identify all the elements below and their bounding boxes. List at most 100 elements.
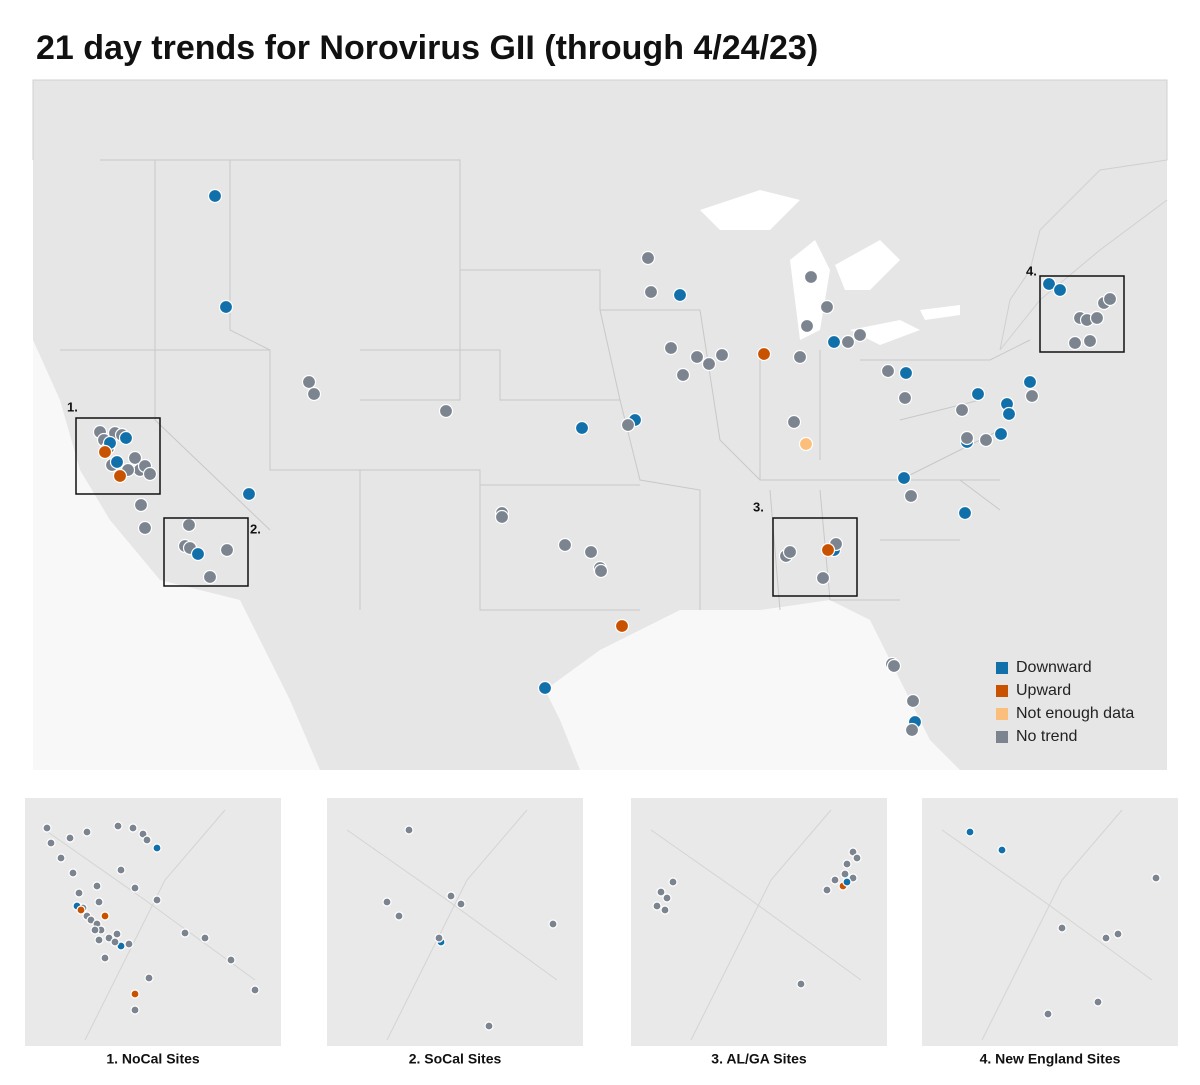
site-dot [181,517,197,533]
legend-swatch [996,662,1008,674]
site-dot [675,367,691,383]
site-dot [886,658,902,674]
site-dot [1067,335,1083,351]
site-dot [46,838,56,848]
site-dot [689,349,705,365]
site-dot [842,877,852,887]
main-map [32,79,1168,770]
site-dot [382,897,392,907]
site-dot [798,436,814,452]
site-dot [74,888,84,898]
site-dot [68,868,78,878]
site-dot [537,680,553,696]
inset-box [163,517,249,587]
site-dot [954,402,970,418]
site-dot [112,929,122,939]
site-dot [799,318,815,334]
site-dot [840,869,850,879]
site-dot [130,883,140,893]
site-dot [250,985,260,995]
site-dot [137,520,153,536]
site-dot [97,444,113,460]
inset-label: 2. SoCal Sites [409,1051,502,1067]
site-dot [574,420,590,436]
site-dot [840,334,856,350]
site-dot [830,875,840,885]
site-dot [127,450,143,466]
site-dot [880,363,896,379]
site-dot [113,821,123,831]
site-dot [92,881,102,891]
site-dot [124,939,134,949]
inset-box [1039,275,1125,353]
site-dot [152,843,162,853]
site-dot [548,919,558,929]
site-dot [76,905,86,915]
site-dot [965,827,975,837]
site-dot [796,979,806,989]
box-label: 4. [1026,263,1037,278]
site-dot [822,885,832,895]
site-dot [852,853,862,863]
site-dot [1043,1009,1053,1019]
site-dot [94,935,104,945]
site-dot [484,1021,494,1031]
inset-roads [650,809,862,1041]
site-dot [852,327,868,343]
site-dot [180,928,190,938]
site-dot [786,414,802,430]
site-dot [620,417,636,433]
site-dot [404,825,414,835]
site-dot [100,911,110,921]
site-dot [997,845,1007,855]
site-dot [782,544,798,560]
inset-map [631,798,887,1046]
site-dot [842,859,852,869]
inset-label: 3. AL/GA Sites [711,1051,807,1067]
site-dot [896,470,912,486]
site-dot [100,953,110,963]
pacific [33,340,320,770]
box-label: 1. [67,399,78,414]
site-dot [116,865,126,875]
site-dot [144,973,154,983]
site-dot [94,897,104,907]
site-dot [118,430,134,446]
site-dot [959,430,975,446]
inset-label: 1. NoCal Sites [106,1051,200,1067]
site-dot [456,899,466,909]
site-points [92,188,1118,738]
great-lakes [700,190,960,345]
site-dot [904,722,920,738]
site-dot [819,299,835,315]
site-dot [1113,929,1123,939]
state-lines [60,159,1031,611]
site-dot [218,299,234,315]
site-dot [241,486,257,502]
site-dot [820,542,836,558]
site-dot [1082,333,1098,349]
site-dot [897,390,913,406]
site-dot [815,570,831,586]
site-dot [130,989,140,999]
site-dot [65,833,75,843]
site-dot [110,937,120,947]
site-dot [557,537,573,553]
site-dot [438,403,454,419]
inset-roads [941,809,1153,1041]
site-dot [306,386,322,402]
site-dot [226,955,236,965]
site-dot [56,853,66,863]
legend: Downward Upward Not enough data No trend [996,659,1134,745]
legend-label: Not enough data [1016,705,1134,722]
site-dot [1102,291,1118,307]
inset-label: 4. New England Sites [980,1051,1121,1067]
site-dot [219,542,235,558]
legend-swatch [996,731,1008,743]
site-dot [1057,923,1067,933]
site-dot [142,835,152,845]
site-dot [898,365,914,381]
site-dot [978,432,994,448]
site-dot [663,340,679,356]
